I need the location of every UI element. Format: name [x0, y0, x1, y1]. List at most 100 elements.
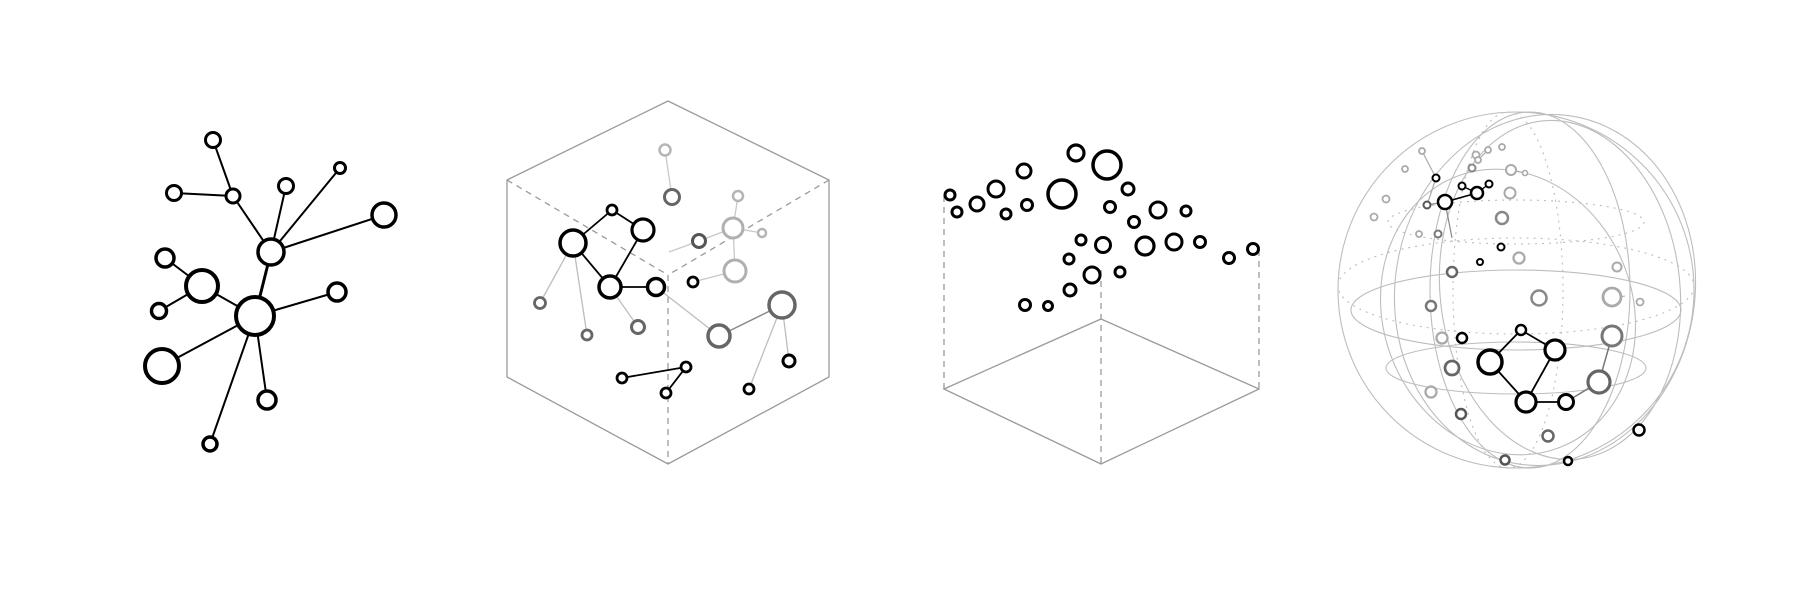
network-node — [1431, 173, 1441, 183]
network-edge — [173, 192, 234, 197]
network-node — [1062, 252, 1076, 266]
panel-network-in-cube — [506, 100, 830, 465]
network-node — [1415, 230, 1423, 238]
network-node — [1148, 200, 1168, 220]
network-node — [615, 371, 629, 385]
network-edge — [655, 286, 720, 337]
network-node — [370, 201, 398, 229]
network-node — [1484, 179, 1494, 189]
network-node — [1422, 200, 1432, 210]
network-node — [1113, 265, 1127, 279]
network-node — [686, 275, 700, 289]
network-node — [1433, 229, 1443, 239]
network-node — [691, 233, 707, 249]
network-node — [1015, 162, 1033, 180]
panel3-points — [943, 143, 1260, 312]
network-node — [999, 207, 1013, 221]
network-node — [1530, 289, 1548, 307]
plane-frame — [942, 196, 1261, 465]
cube-hidden-edge — [506, 179, 669, 276]
network-node — [1474, 156, 1482, 164]
network-node — [1020, 198, 1034, 212]
network-node — [1514, 323, 1528, 337]
network-node — [721, 216, 745, 240]
sphere-meridian — [1429, 111, 1631, 469]
sphere-latitude — [1387, 199, 1645, 245]
panel1-nodes — [143, 131, 398, 453]
network-node — [767, 290, 797, 320]
cube-hidden-edge — [667, 179, 830, 276]
network-edge — [209, 315, 256, 445]
network-node — [1443, 359, 1461, 377]
network-node — [658, 143, 672, 157]
network-node — [1476, 258, 1484, 266]
network-node — [1046, 178, 1078, 210]
network-node — [165, 184, 183, 202]
network-node — [968, 195, 986, 213]
network-node — [234, 295, 276, 337]
network-node — [1512, 251, 1526, 265]
network-node — [1635, 297, 1645, 307]
network-node — [1435, 331, 1449, 345]
network-edge — [270, 167, 341, 253]
network-node — [943, 188, 957, 202]
network-node — [1074, 233, 1088, 247]
network-node — [1611, 261, 1623, 273]
network-node — [781, 353, 797, 369]
network-node — [722, 258, 748, 284]
network-node — [1521, 169, 1529, 177]
panel-planar-network — [143, 131, 398, 453]
network-node — [1381, 194, 1391, 204]
network-node — [1469, 185, 1485, 201]
network-node — [1454, 407, 1468, 421]
network-node — [256, 237, 286, 267]
network-node — [1496, 242, 1506, 252]
network-node — [659, 386, 673, 400]
network-node — [333, 161, 347, 175]
network-node — [1467, 163, 1477, 173]
network-edge — [1426, 177, 1437, 206]
network-node — [256, 389, 278, 411]
network-edge — [1421, 150, 1437, 179]
network-node — [630, 217, 656, 243]
network-edge — [748, 304, 783, 390]
sphere-meridian — [1393, 113, 1697, 467]
network-node — [1103, 200, 1117, 214]
network-node — [1062, 282, 1078, 298]
network-node — [1091, 149, 1123, 181]
network-edge — [270, 214, 385, 253]
network-node — [1246, 242, 1260, 256]
network-node — [201, 435, 219, 453]
network-node — [1127, 215, 1141, 229]
panel-points-above-plane — [942, 143, 1261, 465]
panel2-nodes — [533, 143, 797, 400]
network-edge — [212, 139, 234, 197]
network-node — [533, 296, 547, 310]
network-node — [277, 177, 295, 195]
network-node — [1503, 186, 1517, 200]
network-node — [756, 227, 768, 239]
network-node — [1401, 165, 1409, 173]
network-node — [149, 301, 169, 321]
network-node — [630, 319, 646, 335]
network-node — [1505, 164, 1517, 176]
network-node — [1557, 393, 1575, 411]
network-node — [1436, 193, 1454, 211]
sphere-latitude — [1385, 341, 1647, 395]
network-node — [1164, 232, 1184, 252]
network-node — [1018, 298, 1032, 312]
network-node — [1193, 235, 1207, 249]
network-node — [1082, 265, 1102, 285]
network-node — [706, 323, 732, 349]
network-node — [663, 188, 681, 206]
ground-plane — [942, 318, 1261, 465]
network-node — [645, 276, 667, 298]
network-node — [679, 360, 693, 374]
network-node — [1498, 143, 1506, 151]
panel2-edges — [539, 149, 790, 394]
network-node — [1094, 236, 1112, 254]
network-node — [1424, 385, 1438, 399]
network-node — [224, 187, 242, 205]
